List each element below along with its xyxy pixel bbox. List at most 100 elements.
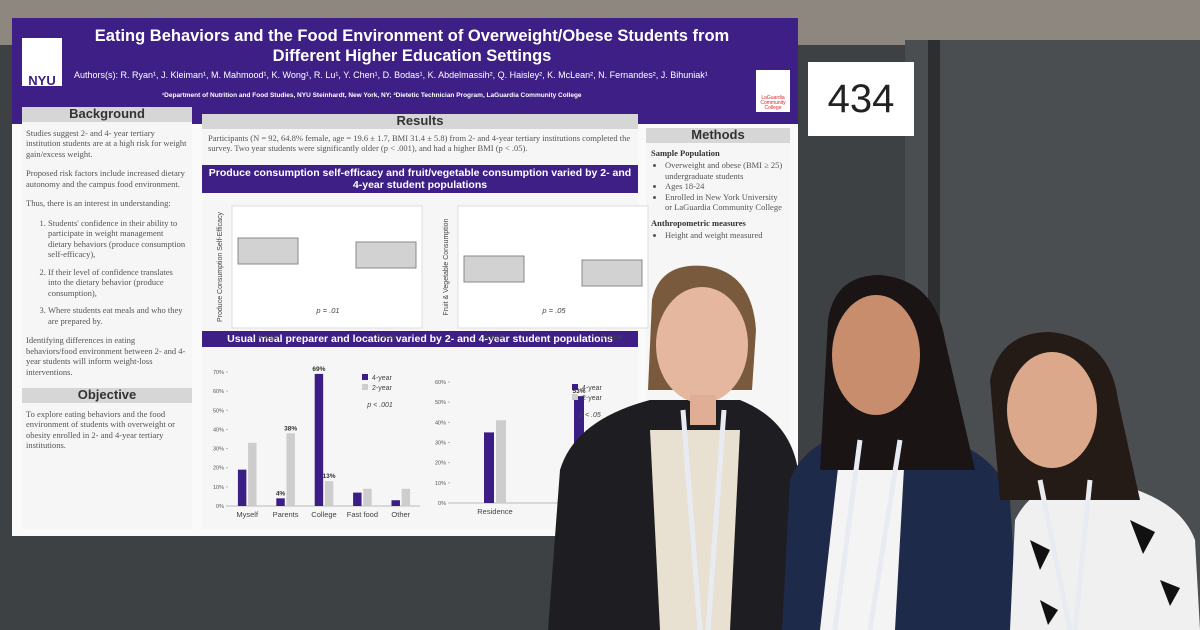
y-tick-label: 50% [213, 408, 224, 414]
legend-label: 2-year [372, 385, 393, 392]
affiliations: ¹Department of Nutrition and Food Studie… [162, 92, 582, 99]
y-tick-label: 20% [435, 461, 446, 467]
x-tick-label: 2-year [601, 332, 623, 341]
bar [276, 498, 285, 506]
bar [391, 500, 400, 506]
methods-body: Sample Population Overweight and obese (… [646, 143, 790, 251]
y-tick-label: 0% [438, 501, 446, 507]
x-tick-label: 4-year [257, 332, 279, 341]
list-item: Overweight and obese (BMI ≥ 25) undergra… [665, 160, 785, 181]
y-axis-label: Fruit & Vegetable Consumption [443, 218, 450, 315]
value-label: 38% [284, 425, 297, 432]
legend-swatch [572, 384, 578, 390]
poster-header [12, 18, 798, 124]
person-face [1007, 352, 1097, 468]
background-section: Background Studies suggest 2- and 4- yea… [22, 107, 192, 529]
bar [484, 432, 494, 503]
y-tick-label: 30% [213, 447, 224, 453]
box [355, 241, 417, 269]
bar [237, 469, 247, 506]
y-tick-label: 10% [213, 485, 224, 491]
section-heading: Results [202, 114, 638, 129]
value-label: 13% [323, 473, 336, 480]
p-value: p = .01 [315, 306, 339, 315]
figure-title: Produce consumption self-efficacy and fr… [202, 164, 638, 193]
value-label: 69% [312, 366, 325, 373]
box [237, 237, 299, 265]
bar [324, 481, 334, 506]
y-axis-label: Produce Consumption Self-Efficacy [217, 212, 224, 322]
value-label: 4% [276, 490, 286, 497]
list-item: Height and weight measured [665, 230, 785, 241]
list-item: Enrolled in New York University or LaGua… [665, 192, 785, 213]
bar [248, 442, 257, 506]
y-tick-label: 40% [435, 420, 446, 426]
y-tick-label: 20% [213, 466, 224, 472]
subheading: Sample Population [651, 147, 720, 158]
legend-label: 4-year [582, 385, 603, 392]
paragraph: Thus, there is an interest in understand… [26, 198, 171, 208]
subheading: Anthropometric measures [651, 217, 746, 228]
p-value: p = .05 [541, 306, 566, 315]
bar [401, 488, 411, 506]
list-item: Where students eat meals and who they ar… [48, 305, 188, 326]
person-blouse [1010, 485, 1200, 630]
value-label: 53% [572, 388, 585, 395]
x-tick-label: Myself [236, 510, 259, 519]
list: Students' confidence in their ability to… [26, 218, 188, 327]
y-tick-label: 70% [213, 370, 224, 376]
p-value: p < .05 [578, 412, 601, 419]
board-number: 434 [808, 62, 914, 136]
paragraph: Proposed risk factors include increased … [26, 168, 185, 189]
bar [496, 420, 506, 503]
y-tick-label: 40% [213, 427, 224, 433]
background-body: Studies suggest 2- and 4- year tertiary … [22, 122, 192, 393]
y-tick-label: 50% [435, 400, 446, 406]
x-tick-label: 4-year [483, 332, 505, 341]
legend-label: 2-year [582, 395, 603, 402]
x-tick-label: Parents [273, 510, 299, 519]
y-tick-label: 60% [213, 389, 224, 395]
person-shirt [650, 430, 740, 630]
authors: Authors(s): R. Ryan¹, J. Kleiman¹, M. Ma… [74, 70, 708, 80]
results-summary: Participants (N = 92, 64.8% female, age … [208, 132, 631, 154]
logo-right-text: LaGuardia Community College [760, 95, 786, 111]
y-tick-label: 60% [435, 380, 446, 386]
legend-label: 4-year [372, 375, 393, 382]
person-face [832, 295, 920, 415]
section-heading: Background [22, 107, 192, 122]
figure-title: Usual meal preparer and location varied … [202, 330, 638, 347]
x-tick-label: Fast food [347, 510, 378, 519]
paragraph: Studies suggest 2- and 4- year tertiary … [26, 127, 187, 159]
legend-swatch [362, 374, 368, 380]
y-tick-label: 10% [435, 481, 446, 487]
legend-swatch [572, 394, 578, 400]
list: Overweight and obese (BMI ≥ 25) undergra… [651, 160, 785, 213]
list-item: Ages 18-24 [665, 181, 785, 192]
list: Height and weight measured [651, 230, 785, 241]
logo-right: LaGuardia Community College [756, 70, 790, 112]
paragraph: Identifying differences in eating behavi… [26, 335, 186, 377]
x-tick-label: College [311, 510, 336, 519]
logo-left: NYU [22, 38, 62, 88]
list-item: If their level of confidence translates … [48, 267, 188, 299]
y-tick-label: 0% [216, 504, 224, 510]
bar [353, 492, 362, 506]
person-neck [690, 395, 716, 425]
lanyard [680, 409, 1093, 630]
x-tick-label: 2-year [375, 332, 397, 341]
person-face [656, 287, 748, 403]
legend-swatch [362, 384, 368, 390]
x-tick-label: Residence [477, 507, 512, 516]
y-tick-label: 30% [435, 441, 446, 447]
box [581, 259, 643, 287]
poster-title: Eating Behaviors and the Food Environmen… [94, 27, 730, 65]
p-value: p < .001 [366, 402, 393, 409]
box [463, 255, 525, 283]
bar [286, 433, 295, 506]
list-item: Students' confidence in their ability to… [48, 218, 188, 260]
logo-text: NYU [28, 73, 56, 88]
objective-text: To explore eating behaviors and the food… [26, 408, 175, 451]
